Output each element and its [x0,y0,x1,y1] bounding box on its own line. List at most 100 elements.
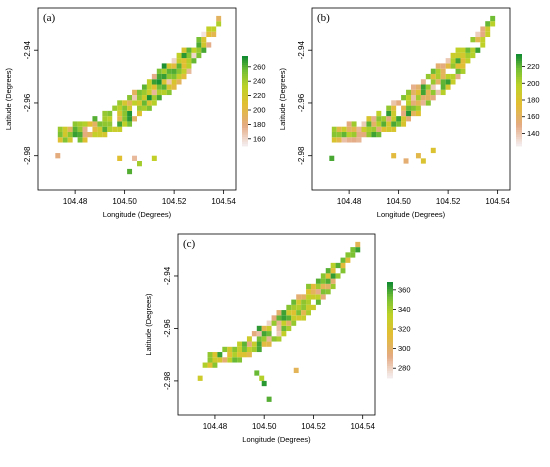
heatmap-cell [212,362,218,368]
colorbar-segment [516,102,522,105]
colorbar-segment [387,327,393,331]
heatmap-cell [181,63,187,69]
colorbar-segment [516,127,522,131]
heatmap-cell [97,126,103,132]
heatmap-cell [306,299,311,305]
heatmap-cell [346,121,352,127]
heatmap-cell [401,116,407,122]
heatmap-cell [475,47,481,53]
heatmap-cell [127,110,133,117]
heatmap-cell [281,331,287,337]
heatmap-cell [82,131,88,138]
heatmap-cell [186,52,192,59]
heatmap-cell [256,346,262,353]
heatmap-cell [212,357,218,363]
heatmap-cell [122,116,128,122]
heatmap-cell [117,105,123,111]
heatmap-cell [440,79,446,85]
colorbar-tick-label: 160 [253,134,266,143]
colorbar-segment [387,303,393,307]
heatmap-cell [340,262,346,269]
heatmap-cell [171,73,177,80]
heatmap-cell [440,63,446,69]
colorbar-segment [516,97,522,101]
colorbar-segment [242,130,248,133]
heatmap-cell [281,310,287,316]
colorbar-segment [516,136,522,140]
heatmap-cell [430,95,436,101]
colorbar-segment [516,93,522,96]
heatmap-cell [242,352,247,358]
heatmap-cell [117,100,123,106]
heatmap-cell [176,58,182,64]
heatmap-cell [146,89,152,96]
heatmap-cell [401,105,407,111]
colorbar-segment [516,95,522,99]
heatmap-cell [186,47,192,53]
heatmap-cell [301,299,307,305]
heatmap-cell [345,257,351,263]
heatmap-cell [166,84,172,90]
heatmap-cell [117,126,123,132]
heatmap-cell [201,47,207,53]
heatmap-cell [207,352,213,358]
colorbar-tick-label: 160 [527,112,540,121]
heatmap-cell [137,95,142,101]
colorbar-segment [242,107,248,111]
heatmap-cell [151,155,157,161]
colorbar-segment [516,54,522,57]
heatmap-cell [291,299,297,305]
heatmap-cell [151,100,157,106]
heatmap-cell [127,116,133,122]
heatmap-cell [336,126,342,132]
heatmap-cell [490,21,496,27]
colorbar-segment [242,83,248,86]
heatmap-cell [455,52,461,59]
heatmap-cell [122,105,128,111]
heatmap-cell [117,116,123,122]
heatmap-cell [161,89,167,96]
colorbar-segment [387,308,393,312]
heatmap-cell [232,346,238,353]
colorbar-segment [242,141,248,145]
heatmap-cell [346,131,352,138]
heatmap-cell [166,63,172,69]
colorbar-segment [516,56,522,59]
colorbar-tick-label: 300 [398,344,411,353]
heatmap-cell [411,105,416,111]
heatmap-cell [201,31,207,38]
heatmap-cell [171,84,177,90]
heatmap-cell [376,131,382,138]
colorbar-segment [242,80,248,84]
heatmap-cell [296,315,302,321]
heatmap-cell [490,15,496,22]
heatmap-cell [325,278,331,284]
colorbar-segment [242,87,248,91]
heatmap-cell [281,320,287,326]
heatmap-cell [465,47,471,53]
heatmap-cell [256,336,262,342]
heatmap-cell [186,63,192,69]
y-tick-label: -2.96 [163,319,172,338]
heatmap-cell [191,52,197,59]
heatmap-cell [445,79,451,85]
heatmap-cell [450,58,456,64]
heatmap-cell [62,131,68,138]
heatmap-cell [176,52,182,59]
heatmap-cell [430,79,436,85]
colorbar-segment [242,62,248,66]
heatmap-cell [156,84,162,90]
heatmap-cell [366,121,372,127]
heatmap-cell [480,31,486,38]
heatmap-cell [212,352,218,358]
heatmap-cell [356,131,362,138]
heatmap-cell [460,58,466,64]
heatmap-cell [335,262,341,269]
heatmap-cell [141,84,147,90]
heatmap-cell [266,396,272,402]
heatmap-cell [356,126,362,132]
heatmap-cell [329,155,335,161]
colorbar-tick-label: 200 [527,79,540,88]
heatmap-cell [330,283,336,290]
colorbar-tick-label: 140 [527,129,540,138]
